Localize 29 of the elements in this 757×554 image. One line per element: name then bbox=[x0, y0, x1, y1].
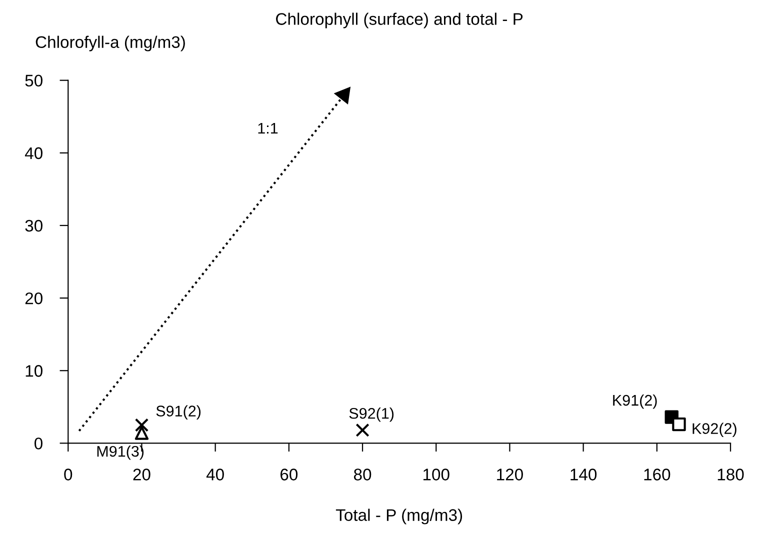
series-label: 1:1 bbox=[258, 123, 278, 134]
x-tick-label: 180 bbox=[718, 468, 744, 480]
point bbox=[672, 417, 686, 432]
x-tick-label: 100 bbox=[423, 468, 450, 480]
y-tick-label: 10 bbox=[26, 365, 42, 377]
series-label: S91(2) bbox=[156, 405, 201, 420]
chart-title: Chlorophyll (surface) and total - P bbox=[276, 12, 523, 28]
series-label: M91(3) bbox=[97, 446, 144, 460]
y-tick-label: 30 bbox=[25, 220, 42, 232]
x-tick-label: 0 bbox=[64, 468, 72, 480]
x-tick-label: 160 bbox=[644, 468, 670, 480]
y-tick-label: 20 bbox=[25, 292, 42, 304]
point bbox=[134, 426, 149, 440]
x-tick-label: 60 bbox=[280, 468, 298, 480]
series-label: K91(2) bbox=[613, 394, 657, 409]
y-axis-title: Chlorofyll-a (mg/m3) bbox=[36, 36, 185, 52]
y-tick-label: 50 bbox=[25, 74, 42, 87]
x-tick-label: 40 bbox=[206, 468, 224, 480]
series-label: K92(2) bbox=[692, 422, 736, 437]
x-tick-label: 20 bbox=[133, 468, 150, 480]
x-tick-label: 140 bbox=[570, 468, 597, 480]
x-axis-title: Total - P (mg/m3) bbox=[336, 508, 462, 524]
y-tick-label: 0 bbox=[34, 438, 42, 450]
series-label: S92(1) bbox=[349, 408, 394, 422]
point bbox=[356, 423, 370, 437]
y-tick-label: 40 bbox=[24, 147, 42, 160]
point bbox=[134, 418, 149, 432]
x-tick-label: 120 bbox=[497, 468, 523, 480]
x-tick-label: 80 bbox=[354, 468, 372, 480]
